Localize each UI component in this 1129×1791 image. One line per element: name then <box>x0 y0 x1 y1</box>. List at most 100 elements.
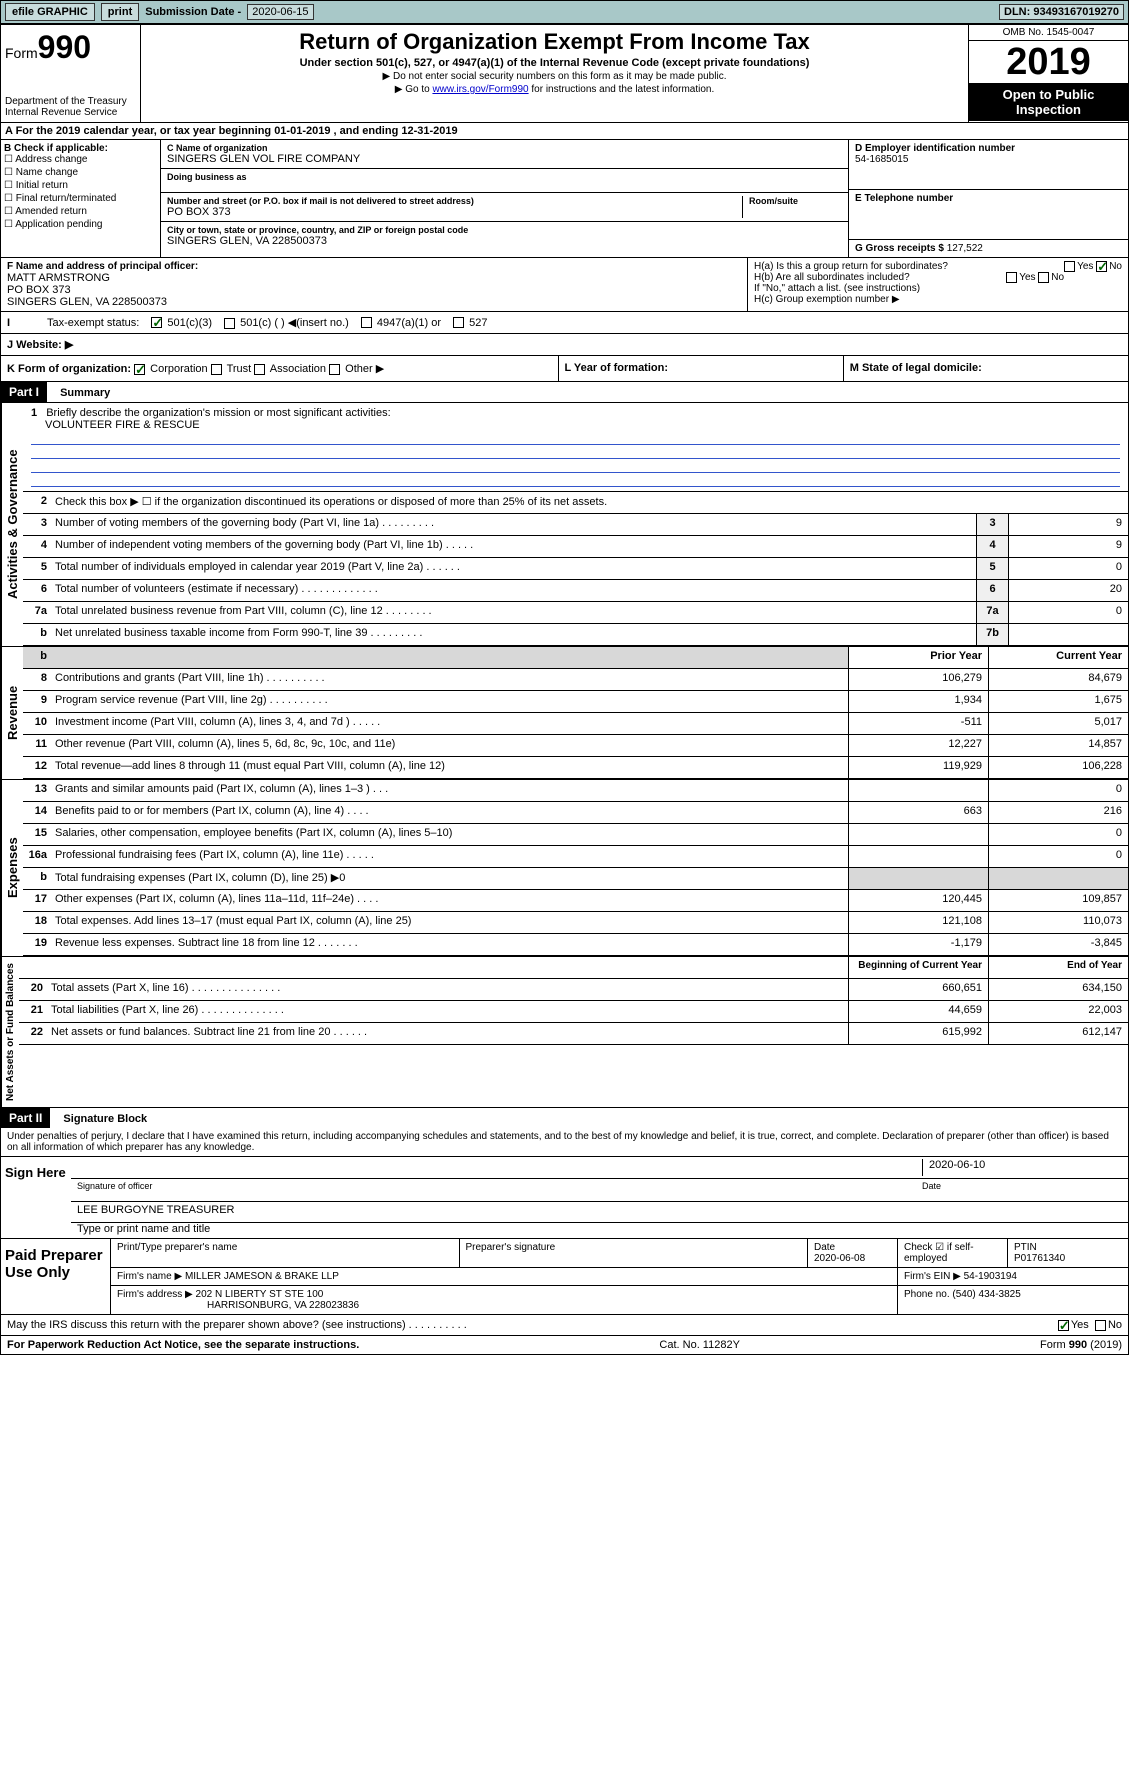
discuss-no[interactable] <box>1095 1320 1106 1331</box>
table-row: 19Revenue less expenses. Subtract line 1… <box>23 934 1128 956</box>
vert-revenue: Revenue <box>1 647 23 779</box>
sig-date-label: Date <box>922 1181 1122 1199</box>
irs-link[interactable]: www.irs.gov/Form990 <box>432 84 528 95</box>
omb-number: OMB No. 1545-0047 <box>969 25 1128 41</box>
ha-no[interactable] <box>1096 261 1107 272</box>
prep-self-employed: Check ☑ if self-employed <box>898 1239 1008 1267</box>
org-name: SINGERS GLEN VOL FIRE COMPANY <box>167 153 842 165</box>
chk-corporation[interactable] <box>134 364 145 375</box>
table-row: 8Contributions and grants (Part VIII, li… <box>23 669 1128 691</box>
h-c: H(c) Group exemption number ▶ <box>754 294 1122 305</box>
firm-phone-label: Phone no. <box>904 1289 950 1300</box>
footer-left: For Paperwork Reduction Act Notice, see … <box>7 1339 359 1351</box>
sign-here-section: Sign Here 2020-06-10 Signature of office… <box>1 1157 1128 1238</box>
officer-addr2: SINGERS GLEN, VA 228500373 <box>7 296 741 308</box>
firm-phone: (540) 434-3825 <box>952 1289 1020 1300</box>
dln-value: DLN: 93493167019270 <box>999 4 1124 20</box>
activities-governance-section: Activities & Governance 1 Briefly descri… <box>1 403 1128 646</box>
table-row: bTotal fundraising expenses (Part IX, co… <box>23 868 1128 890</box>
table-row: 10Investment income (Part VIII, column (… <box>23 713 1128 735</box>
ein-value: 54-1685015 <box>855 154 1122 165</box>
part2-label: Part II <box>1 1108 50 1128</box>
prep-sig-header: Preparer's signature <box>460 1239 809 1267</box>
f-label: F Name and address of principal officer: <box>7 261 741 272</box>
tax-exempt-status-row: I Tax-exempt status: 501(c)(3) 501(c) ( … <box>1 312 1128 334</box>
firm-addr1: 202 N LIBERTY ST STE 100 <box>196 1289 324 1300</box>
org-city: SINGERS GLEN, VA 228500373 <box>167 235 842 247</box>
chk-527[interactable] <box>453 317 464 328</box>
chk-4947[interactable] <box>361 317 372 328</box>
prep-name-header: Print/Type preparer's name <box>111 1239 460 1267</box>
submission-label: Submission Date - <box>145 6 241 18</box>
col-current-year: Current Year <box>988 647 1128 668</box>
room-label: Room/suite <box>749 196 842 206</box>
paid-preparer-label: Paid Preparer Use Only <box>1 1239 111 1314</box>
table-row: 4Number of independent voting members of… <box>23 536 1128 558</box>
chk-amended[interactable]: ☐ Amended return <box>4 206 157 217</box>
hb-no[interactable] <box>1038 272 1049 283</box>
ha-yes[interactable] <box>1064 261 1075 272</box>
section-f-h: F Name and address of principal officer:… <box>1 258 1128 312</box>
table-row: 9Program service revenue (Part VIII, lin… <box>23 691 1128 713</box>
tax-year: 2019 <box>969 41 1128 83</box>
chk-final-return[interactable]: ☐ Final return/terminated <box>4 193 157 204</box>
chk-name-change[interactable]: ☐ Name change <box>4 167 157 178</box>
table-row: 22Net assets or fund balances. Subtract … <box>19 1023 1128 1045</box>
chk-501c3[interactable] <box>151 317 162 328</box>
sign-here-label: Sign Here <box>1 1157 71 1238</box>
table-row: 6Total number of volunteers (estimate if… <box>23 580 1128 602</box>
chk-other[interactable] <box>329 364 340 375</box>
officer-printed-name: LEE BURGOYNE TREASURER <box>77 1204 235 1220</box>
table-row: 3Number of voting members of the governi… <box>23 514 1128 536</box>
table-row: 11Other revenue (Part VIII, column (A), … <box>23 735 1128 757</box>
table-row: 7aTotal unrelated business revenue from … <box>23 602 1128 624</box>
firm-addr-label: Firm's address ▶ <box>117 1289 193 1300</box>
table-row: 15Salaries, other compensation, employee… <box>23 824 1128 846</box>
part1-header-row: Part I Summary <box>1 382 1128 403</box>
top-toolbar: efile GRAPHIC print Submission Date - 20… <box>0 0 1129 24</box>
table-row: bNet unrelated business taxable income f… <box>23 624 1128 646</box>
firm-addr2: HARRISONBURG, VA 228023836 <box>117 1300 359 1311</box>
chk-application-pending[interactable]: ☐ Application pending <box>4 219 157 230</box>
form-note2: ▶ Go to www.irs.gov/Form990 for instruct… <box>145 84 964 95</box>
vert-activities-governance: Activities & Governance <box>1 403 23 646</box>
chk-501c[interactable] <box>224 318 235 329</box>
table-row: 14Benefits paid to or for members (Part … <box>23 802 1128 824</box>
discuss-yes[interactable] <box>1058 1320 1069 1331</box>
chk-trust[interactable] <box>211 364 222 375</box>
efile-button[interactable]: efile GRAPHIC <box>5 3 95 21</box>
perjury-text: Under penalties of perjury, I declare th… <box>1 1128 1128 1157</box>
form-note1: ▶ Do not enter social security numbers o… <box>145 71 964 82</box>
form-container: Form990 Department of the Treasury Inter… <box>0 24 1129 1355</box>
section-b-to-g: B Check if applicable: ☐ Address change … <box>1 140 1128 258</box>
prep-date-header: Date <box>814 1242 891 1253</box>
sig-officer-label: Signature of officer <box>77 1181 922 1199</box>
form-footer: For Paperwork Reduction Act Notice, see … <box>1 1335 1128 1354</box>
chk-initial-return[interactable]: ☐ Initial return <box>4 180 157 191</box>
h-note: If "No," attach a list. (see instruction… <box>754 283 1122 294</box>
footer-mid: Cat. No. 11282Y <box>659 1339 740 1351</box>
prep-date: 2020-06-08 <box>814 1253 891 1264</box>
d-ein-label: D Employer identification number <box>855 143 1122 154</box>
hb-yes[interactable] <box>1006 272 1017 283</box>
ptin-value: P01761340 <box>1014 1253 1122 1264</box>
chk-association[interactable] <box>254 364 265 375</box>
form-header: Form990 Department of the Treasury Inter… <box>1 25 1128 123</box>
part1-label: Part I <box>1 382 47 402</box>
q1-label: Briefly describe the organization's miss… <box>46 407 390 419</box>
g-receipts-label: G Gross receipts $ <box>855 243 947 254</box>
m-state-domicile: M State of legal domicile: <box>844 356 1128 381</box>
dept-treasury: Department of the Treasury <box>5 96 136 107</box>
footer-right: Form 990 (2019) <box>1040 1339 1122 1351</box>
table-row: 21Total liabilities (Part X, line 26) . … <box>19 1001 1128 1023</box>
e-phone-label: E Telephone number <box>855 193 1122 204</box>
net-assets-section: Net Assets or Fund Balances Beginning of… <box>1 956 1128 1107</box>
table-row: 13Grants and similar amounts paid (Part … <box>23 780 1128 802</box>
vert-net-assets: Net Assets or Fund Balances <box>1 957 19 1107</box>
form-number: Form990 <box>5 29 136 66</box>
revenue-section: Revenue b Prior Year Current Year 8Contr… <box>1 646 1128 779</box>
chk-address-change[interactable]: ☐ Address change <box>4 154 157 165</box>
print-button[interactable]: print <box>101 3 139 21</box>
org-address: PO BOX 373 <box>167 206 742 218</box>
form-subtitle: Under section 501(c), 527, or 4947(a)(1)… <box>145 57 964 69</box>
